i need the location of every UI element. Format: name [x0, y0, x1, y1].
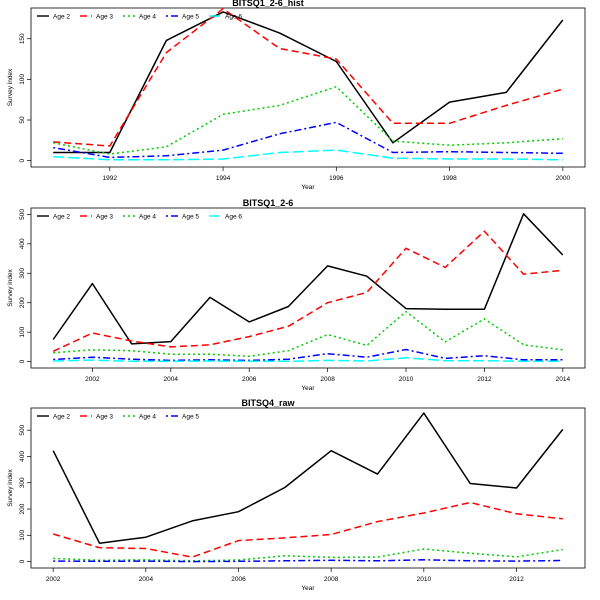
- x-tick-label: 2010: [417, 576, 432, 583]
- x-tick-label: 2012: [477, 376, 492, 383]
- x-axis-label: Year: [301, 385, 315, 392]
- series-line-age-2: [52, 412, 564, 544]
- x-tick-label: 2006: [242, 376, 257, 383]
- x-tick-label: 2002: [46, 576, 61, 583]
- legend-entry: Age 4: [139, 413, 156, 420]
- series-line-age-3: [52, 230, 563, 352]
- legend-entry: Age 6: [225, 13, 242, 20]
- y-tick-label: 200: [19, 503, 26, 514]
- y-tick-label: 200: [19, 297, 26, 308]
- chart-title: BITSQ1_2-6: [243, 198, 294, 208]
- y-tick-label: 50: [19, 116, 26, 124]
- legend-entry: Age 4: [139, 213, 156, 220]
- plot-frame: [30, 207, 586, 369]
- x-axis-label: Year: [301, 585, 315, 592]
- y-tick-label: 100: [19, 326, 26, 337]
- y-tick-label: 400: [19, 451, 26, 462]
- chart-panel-2: BITSQ1_2-6 2002 2004 2006 2008 2010 2012 2014 0 1…: [7, 198, 586, 392]
- legend-entry: Age 2: [53, 13, 70, 20]
- x-tick-label: 1996: [329, 175, 344, 182]
- series-line-age-3: [53, 7, 564, 147]
- series-line-age-4: [53, 548, 563, 562]
- x-tick-label: 2010: [399, 376, 414, 383]
- plot-frame: [30, 407, 586, 569]
- plot-frame: [30, 7, 586, 168]
- x-tick-label: 2004: [164, 376, 179, 383]
- series-line-age-2: [52, 213, 564, 345]
- y-tick-label: 300: [19, 267, 26, 278]
- x-tick-label: 2002: [85, 376, 100, 383]
- legend-entry: Age 5: [182, 13, 199, 20]
- chart-title: BITSQ4_raw: [241, 398, 295, 408]
- series-line-age-4: [53, 85, 563, 155]
- series-line-age-3: [52, 501, 563, 558]
- legend-entry: Age 5: [182, 213, 199, 220]
- series-line-age-4: [53, 310, 563, 358]
- x-tick-label: 1994: [216, 175, 231, 182]
- x-tick-label: 1998: [442, 175, 457, 182]
- chart-panel-1: BITSQ1_2-6_hist 1992 1994 1996 1998 2000 0 50 10…: [7, 0, 586, 191]
- y-tick-label: 0: [19, 158, 26, 162]
- y-tick-label: 100: [19, 74, 26, 85]
- y-tick-label: 100: [19, 530, 26, 541]
- x-tick-label: 2008: [320, 376, 335, 383]
- chart-title: BITSQ1_2-6_hist: [232, 0, 304, 8]
- y-tick-label: 0: [19, 559, 26, 563]
- y-axis-label: Survey index: [7, 68, 14, 106]
- y-tick-label: 500: [19, 209, 26, 220]
- chart-panel-3: BITSQ4_raw 2002 2004 2006 2008 2010 2012 0 100 20…: [7, 398, 586, 592]
- series-line-age-5: [53, 559, 563, 563]
- series-line-age-5: [53, 348, 563, 362]
- y-axis-label: Survey index: [7, 268, 14, 306]
- x-tick-label: 2004: [139, 576, 154, 583]
- y-tick-label: 500: [19, 424, 26, 435]
- y-tick-label: 150: [19, 33, 26, 44]
- legend-entry: Age 5: [182, 413, 199, 420]
- x-tick-label: 2008: [324, 576, 339, 583]
- legend-entry: Age 4: [139, 13, 156, 20]
- series-line-age-6: [53, 149, 563, 161]
- legend-entry: Age 2: [53, 413, 70, 420]
- x-tick-label: 2006: [231, 576, 246, 583]
- x-tick-label: 2000: [556, 175, 571, 182]
- y-axis-label: Survey index: [7, 468, 14, 506]
- x-axis-label: Year: [301, 184, 315, 191]
- series-line-age-6: [53, 357, 563, 363]
- legend-entry: Age 3: [96, 213, 113, 220]
- y-tick-label: 400: [19, 238, 26, 249]
- series-line-age-2: [53, 11, 564, 154]
- x-tick-label: 2014: [556, 376, 571, 383]
- legend-entry: Age 6: [225, 213, 242, 220]
- legend-entry: Age 3: [96, 413, 113, 420]
- legend-entry: Age 2: [53, 213, 70, 220]
- x-tick-label: 1992: [103, 175, 118, 182]
- y-tick-label: 0: [19, 359, 26, 363]
- y-tick-label: 300: [19, 477, 26, 488]
- series-line-age-5: [53, 121, 563, 159]
- legend-entry: Age 3: [96, 13, 113, 20]
- x-tick-label: 2012: [509, 576, 524, 583]
